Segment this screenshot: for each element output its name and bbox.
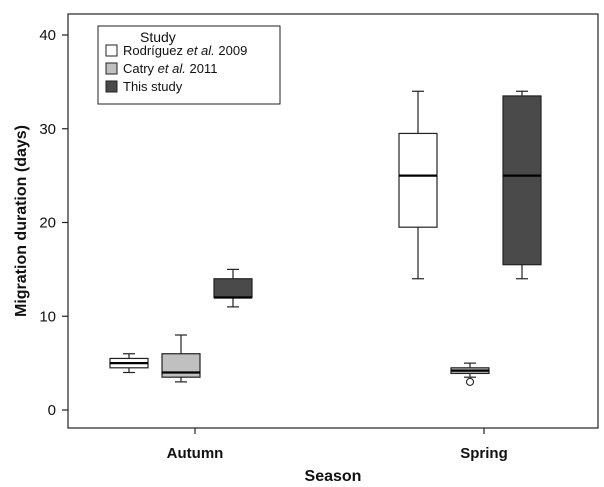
box-iqr: [398, 132, 438, 228]
box-catry-autumn: [161, 334, 201, 383]
outlier-point: [465, 377, 475, 386]
box-this-autumn: [213, 268, 253, 308]
legend-entry-2: This study: [123, 79, 183, 94]
y-axis: 0 10 20 30 40: [39, 27, 68, 419]
legend-swatch-1: [105, 62, 118, 75]
legend-entry-0: Rodríguez et al. 2009: [123, 43, 247, 58]
legend-entries: Rodríguez et al. 2009 Catry et al. 2011 Th…: [105, 43, 247, 94]
legend-swatch-2: [105, 80, 118, 93]
box-catry-spring: [450, 362, 490, 386]
x-category-label-autumn: Autumn: [167, 445, 224, 462]
x-axis-title: Season: [305, 468, 362, 485]
y-tick-label-20: 20: [39, 215, 56, 232]
x-axis: Autumn Spring: [167, 428, 508, 462]
x-category-label-spring: Spring: [460, 445, 508, 462]
box-rodrguez-autumn: [109, 353, 149, 374]
legend-title: Study: [140, 29, 176, 45]
legend-frame: [97, 25, 281, 105]
box-iqr: [161, 353, 201, 378]
legend-swatch-0: [105, 44, 118, 57]
y-tick-label-40: 40: [39, 27, 56, 44]
y-tick-label-30: 30: [39, 121, 56, 138]
y-tick-label-10: 10: [39, 308, 56, 325]
box-this-spring: [502, 90, 542, 280]
box-series: [109, 90, 542, 386]
box-rodrguez-spring: [398, 90, 438, 280]
legend: Study Rodríguez et al. 2009 Catry et al. …: [97, 25, 281, 105]
box-iqr: [213, 278, 253, 299]
legend-entry-1: Catry et al. 2011: [123, 61, 217, 76]
plot-area-frame: [67, 13, 599, 429]
y-axis-title: Migration duration (days): [13, 125, 30, 317]
y-tick-label-0: 0: [48, 402, 56, 419]
box-iqr: [502, 95, 542, 266]
